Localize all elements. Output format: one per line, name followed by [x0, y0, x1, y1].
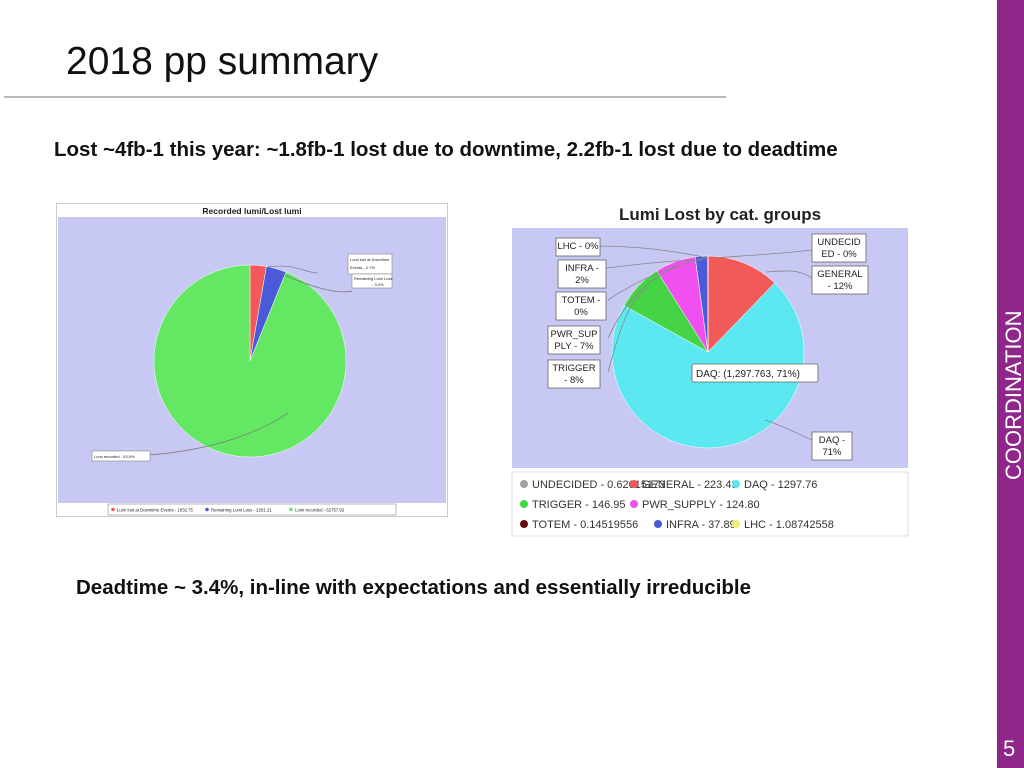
chart2-slice-general — [707, 255, 776, 353]
chart2-callout-right-0-line1: UNDECID — [817, 237, 860, 248]
chart2-legend-marker-totem — [520, 520, 528, 528]
chart2-callout-left-2-line1: TOTEM - — [562, 295, 601, 306]
chart2-callout-left-4 — [547, 359, 601, 389]
chart2-legend-item-pwr-supply: PWR_SUPPLY - 124.80 — [642, 499, 760, 511]
chart2-callout-right-1-line2: - 12% — [828, 281, 853, 292]
chart2-legend-item-daq: DAQ - 1297.76 — [744, 479, 817, 491]
slide-title: 2018 pp summary — [66, 40, 379, 83]
chart1-legend-item-3: Lumi recorded - 62757.92 — [295, 507, 345, 512]
chart2-legend-marker-trigger — [520, 500, 528, 508]
chart2-legend-marker-infra — [654, 520, 662, 528]
chart2-callout-left-3-line2: PLY - 7% — [554, 341, 594, 352]
chart2-callout-left-1-line2: 2% — [575, 275, 589, 286]
chart1-legend-marker-1 — [111, 507, 115, 512]
chart2-callout-left-4-line1: TRIGGER — [552, 363, 595, 374]
chart2-tooltip — [691, 363, 819, 383]
chart2-callout-left-2-line2: 0% — [574, 307, 588, 318]
chart2-legend-marker-pwr-supply — [630, 500, 638, 508]
sidebar-label: COORDINATION — [998, 311, 1024, 720]
chart1-callout-3-line1: Lumi recorded - 93.8% — [94, 454, 135, 459]
chart2-legend-marker-general — [630, 480, 638, 488]
chart1-leader-2 — [279, 272, 353, 293]
slide-note: Deadtime ~ 3.4%, in-line with expectatio… — [76, 576, 752, 599]
chart2-callout-right-1 — [811, 265, 869, 295]
chart2-callout-right-2-line2: 71% — [822, 447, 842, 458]
chart2-leader-lhc — [597, 245, 709, 259]
chart2-leader-general — [765, 270, 813, 279]
chart2-title: Lumi Lost by cat. groups — [619, 205, 821, 224]
chart1-title: Recorded lumi/Lost lumi — [202, 206, 301, 216]
chart1-callout-2-line2: - 3.4% — [372, 282, 384, 287]
chart2-callout-left-2 — [555, 291, 607, 321]
chart2-legend-marker-daq — [732, 480, 740, 488]
chart1-callout-2-line1: Remaining Lumi Loss — [354, 276, 392, 281]
chart2-legend-item-general: GENERAL - 223.49 — [642, 479, 738, 491]
chart2-legend — [511, 471, 909, 537]
chart1-slice-lumi-recorded — [153, 264, 347, 458]
chart2-legend-marker-undecided — [520, 480, 528, 488]
chart2-legend-item-infra: INFRA - 37.89 — [666, 519, 736, 531]
slide-subtitle: Lost ~4fb-1 this year: ~1.8fb-1 lost due… — [54, 138, 838, 161]
chart2-callout-right-1-line1: GENERAL — [817, 269, 862, 280]
chart2-legend-item-lhc: LHC - 1.08742558 — [744, 519, 834, 531]
page-number: 5 — [1003, 736, 1016, 761]
chart2-leader-pwr — [607, 265, 681, 339]
chart2-callout-right-2-line1: DAQ - — [819, 435, 845, 446]
chart2-leader-totem — [607, 257, 707, 301]
chart2-callout-left-1 — [557, 259, 607, 289]
chart2-pie — [611, 255, 805, 449]
chart2-leader-daq — [764, 419, 813, 441]
chart1-callout-2 — [351, 273, 393, 289]
chart1-legend-item-1: Lumi lost at Downtime Events - 1832.75 — [117, 507, 194, 512]
chart2-leader-infra — [605, 259, 703, 269]
chart2-callout-left-3 — [547, 325, 601, 355]
chart-lumi-lost-by-category: Lumi Lost by cat. groups LHC - 0% INFRA -… — [510, 200, 910, 537]
chart2-callout-right-0 — [811, 233, 867, 263]
chart2-callout-right-0-line2: ED - 0% — [821, 249, 857, 260]
chart1-leader-1 — [267, 265, 319, 274]
chart1-legend-marker-3 — [289, 507, 293, 512]
chart1-leader-3 — [147, 412, 289, 456]
chart2-callout-left-4-line2: - 8% — [564, 375, 584, 386]
chart1-legend — [107, 503, 397, 516]
chart2-legend-item-totem: TOTEM - 0.14519556 — [532, 519, 638, 531]
chart2-callout-right-2 — [811, 431, 853, 461]
chart2-callout-left-0 — [555, 237, 601, 257]
chart1-callout-1-line1: Lumi lost at Downtime — [350, 257, 390, 262]
chart2-callout-left-3-line1: PWR_SUP — [551, 329, 598, 340]
chart1-pie — [153, 264, 347, 458]
accent-sidebar — [997, 0, 1024, 768]
chart-recorded-lost-lumi: Recorded lumi/Lost lumi Lumi lost at Dow… — [56, 203, 448, 517]
title-divider — [4, 96, 726, 98]
chart2-legend-marker-lhc — [732, 520, 740, 528]
chart1-legend-marker-2 — [205, 507, 209, 512]
chart2-leader-undecided — [712, 249, 813, 259]
chart2-legend-item-trigger: TRIGGER - 146.95 — [532, 499, 626, 511]
chart2-callout-left-1-line1: INFRA - — [565, 263, 599, 274]
chart1-legend-item-2: Remaining Lumi Loss - 2261.21 — [211, 507, 272, 512]
chart2-leader-trigger — [607, 287, 649, 373]
chart1-callout-3 — [91, 450, 151, 462]
sidebar-label-text: COORDINATION — [1001, 310, 1024, 480]
chart2-tooltip-text: DAQ: (1,297.763, 71%) — [696, 369, 800, 380]
chart1-callout-1-line2: Events - 2.7% — [350, 265, 375, 270]
chart2-callout-left-0-line1: LHC - 0% — [557, 241, 599, 252]
